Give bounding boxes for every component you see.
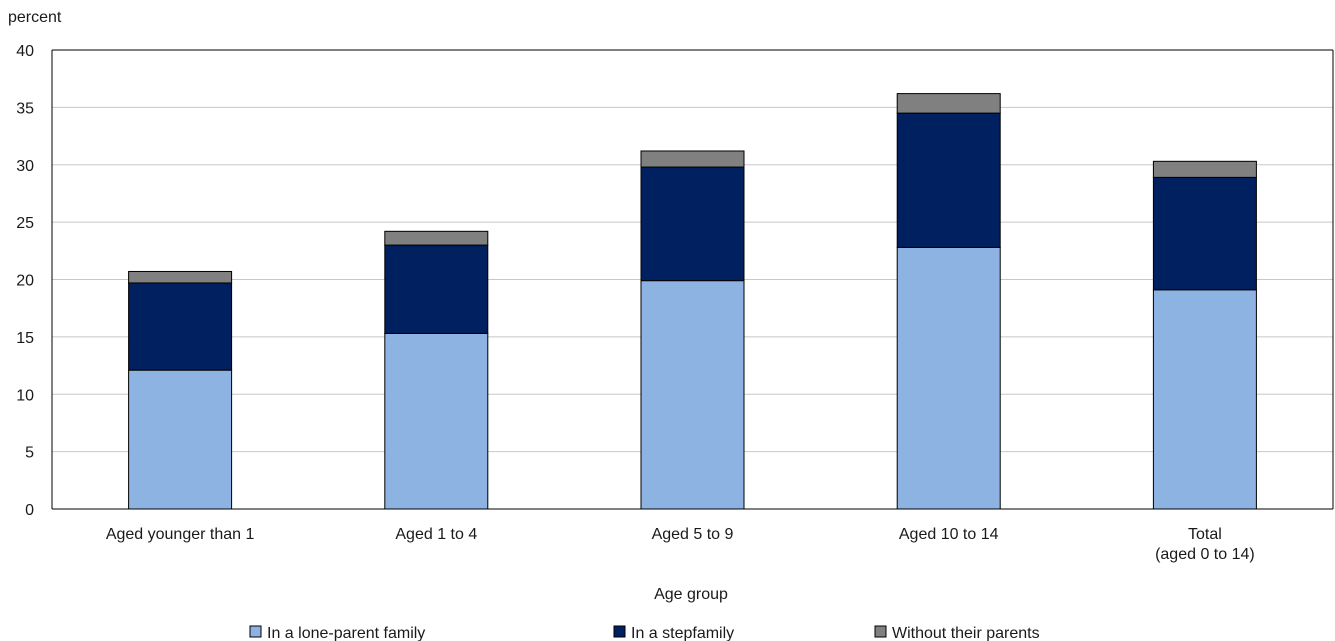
legend-item: In a lone-parent family — [249, 625, 425, 641]
bar-segment — [384, 244, 489, 334]
legend-swatch — [249, 625, 262, 638]
legend-label: In a stepfamily — [631, 625, 734, 641]
legend-item: In a stepfamily — [613, 625, 734, 641]
y-tick-label: 5 — [25, 445, 34, 462]
bar-segment — [896, 93, 1001, 114]
bar-segment — [896, 112, 1001, 248]
x-axis-title: Age group — [654, 586, 728, 603]
bar-segment — [128, 369, 233, 510]
x-tick-label: Aged younger than 1 — [106, 526, 255, 543]
y-tick-labels: 0 5 10 15 20 25 30 35 40 — [16, 43, 34, 519]
bar-segment — [1152, 289, 1257, 510]
x-tick-label: Aged 5 to 9 — [652, 526, 734, 543]
legend: In a lone-parent family In a stepfamily Wi… — [249, 625, 1040, 641]
bar-segment — [1152, 160, 1257, 178]
axes — [51, 49, 1334, 510]
y-tick-label: 0 — [25, 502, 34, 519]
x-tick-labels: Aged younger than 1 Aged 1 to 4 Aged 5 to … — [106, 526, 1255, 563]
y-tick-label: 20 — [16, 273, 34, 290]
bars — [128, 93, 1257, 510]
x-tick-label: Total — [1188, 526, 1222, 543]
legend-label: In a lone-parent family — [267, 625, 425, 641]
bar-segment — [1152, 176, 1257, 291]
legend-item: Without their parents — [874, 625, 1040, 641]
y-axis-title: percent — [8, 9, 62, 26]
x-tick-label: (aged 0 to 14) — [1155, 546, 1255, 563]
y-tick-label: 10 — [16, 387, 34, 404]
y-tick-label: 15 — [16, 330, 34, 347]
x-tick-label: Aged 1 to 4 — [395, 526, 477, 543]
y-tick-label: 30 — [16, 158, 34, 175]
legend-label: Without their parents — [892, 625, 1040, 641]
bar-segment — [640, 150, 745, 168]
bar-segment — [640, 166, 745, 282]
bar-segment — [640, 280, 745, 510]
bar-segment — [384, 332, 489, 510]
bar-segment — [128, 270, 233, 284]
y-tick-label: 25 — [16, 215, 34, 232]
bar-segment — [896, 246, 1001, 510]
legend-swatch — [874, 625, 887, 638]
bar-segment — [128, 282, 233, 371]
legend-swatch — [613, 625, 626, 638]
y-tick-label: 35 — [16, 100, 34, 117]
y-tick-label: 40 — [16, 43, 34, 60]
x-tick-label: Aged 10 to 14 — [899, 526, 999, 543]
bar-segment — [384, 230, 489, 246]
